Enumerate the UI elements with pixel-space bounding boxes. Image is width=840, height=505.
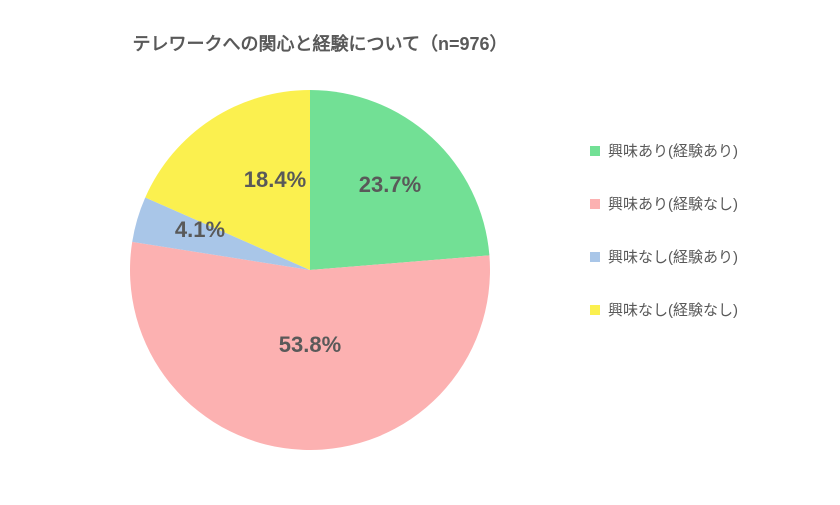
legend-item: 興味あり(経験なし) [590, 193, 810, 214]
chart-container: テレワークへの関心と経験について（n=976） 23.7% 53.8% 4.1% 18… [0, 0, 840, 505]
legend-swatch [590, 199, 600, 209]
legend-item: 興味あり(経験あり) [590, 140, 810, 161]
legend-swatch [590, 252, 600, 262]
legend-swatch [590, 305, 600, 315]
slice-value-label: 23.7% [359, 172, 421, 198]
legend-swatch [590, 146, 600, 156]
slice-value-label: 4.1% [175, 217, 225, 243]
legend-label: 興味なし(経験あり) [608, 246, 738, 267]
slice-value-label: 18.4% [244, 167, 306, 193]
legend-label: 興味あり(経験あり) [608, 140, 738, 161]
pie-chart: 23.7% 53.8% 4.1% 18.4% [130, 90, 490, 450]
legend-item: 興味なし(経験なし) [590, 299, 810, 320]
slice-value-label: 53.8% [279, 332, 341, 358]
legend-label: 興味なし(経験なし) [608, 299, 738, 320]
chart-title: テレワークへの関心と経験について（n=976） [0, 30, 640, 56]
legend-item: 興味なし(経験あり) [590, 246, 810, 267]
legend-label: 興味あり(経験なし) [608, 193, 738, 214]
legend: 興味あり(経験あり) 興味あり(経験なし) 興味なし(経験あり) 興味なし(経験なし) [590, 140, 810, 352]
